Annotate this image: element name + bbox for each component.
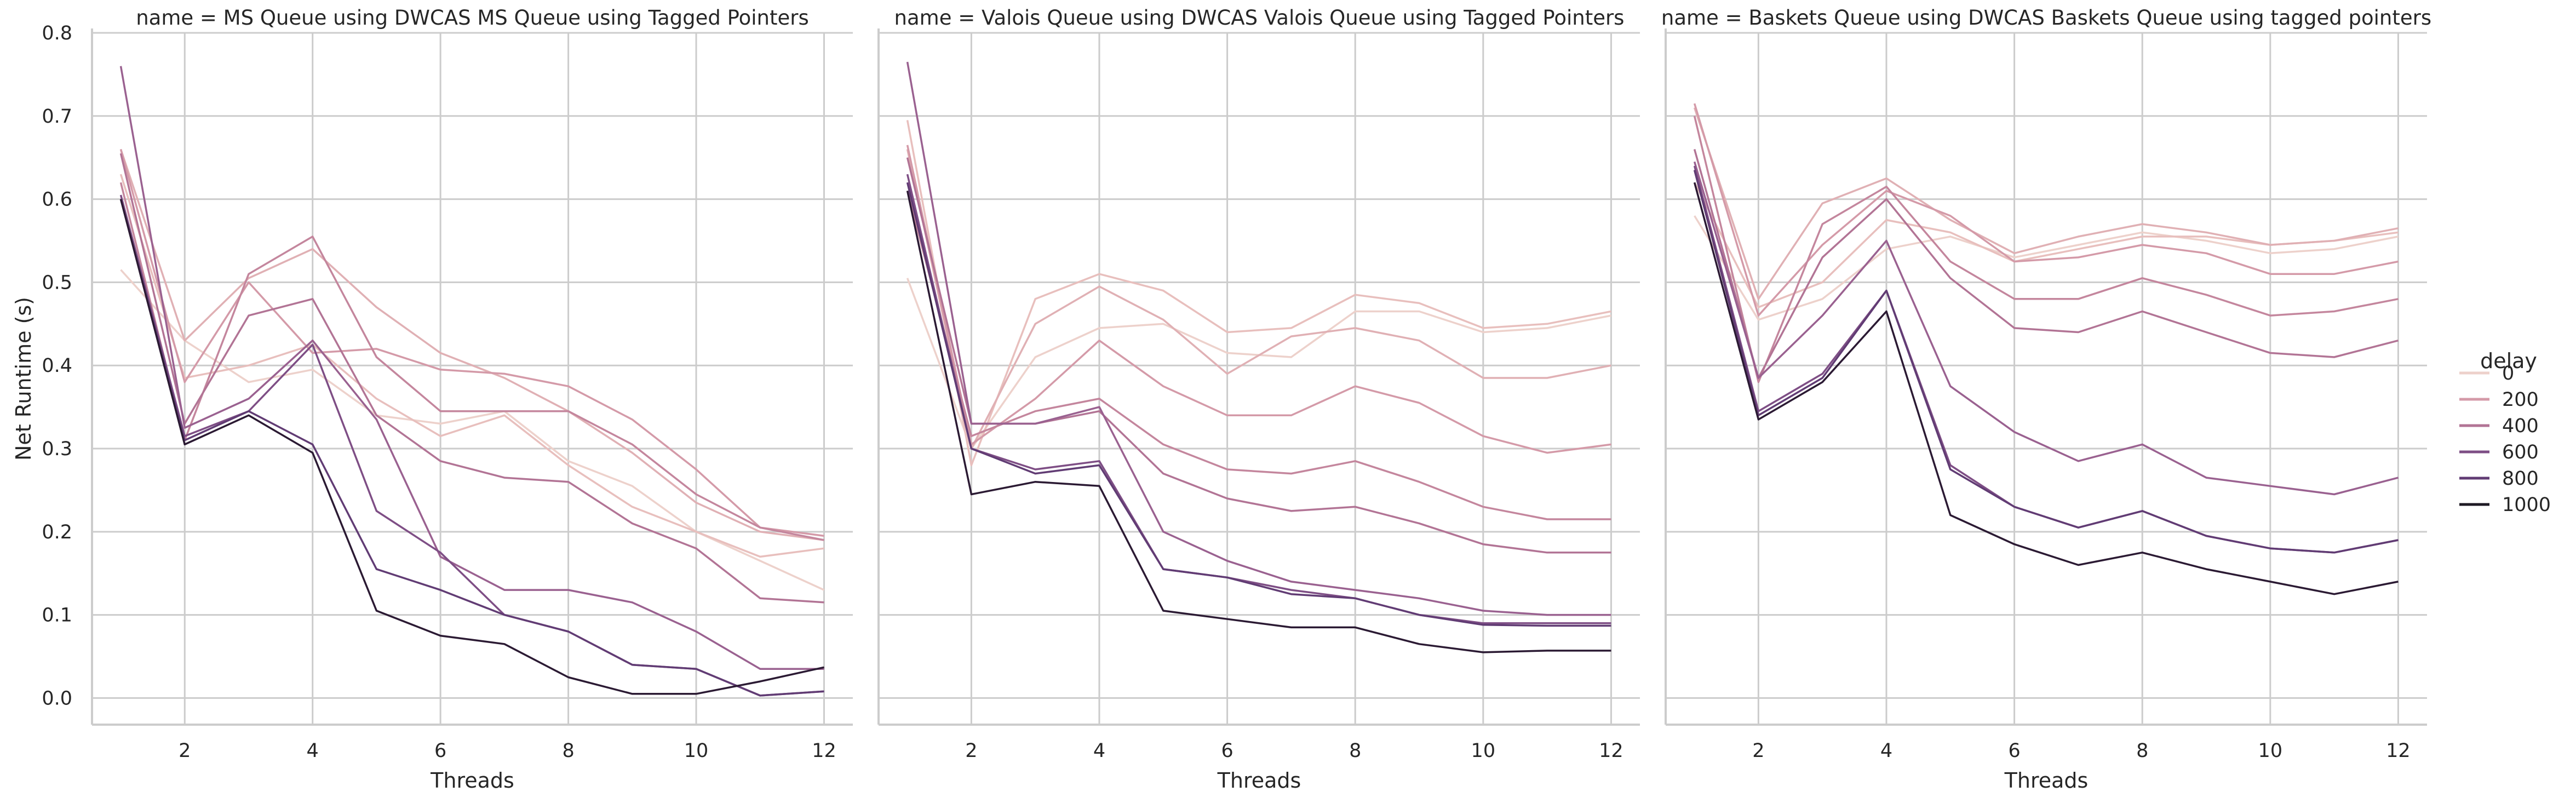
series-line — [1693, 107, 2399, 300]
x-tick-label: 4 — [1093, 740, 1105, 762]
series-line — [1693, 149, 2399, 379]
series-line — [119, 66, 824, 670]
series-line — [906, 182, 1611, 627]
series-line — [119, 199, 824, 697]
x-tick-label: 4 — [307, 740, 319, 762]
x-tick-label: 10 — [684, 740, 709, 762]
legend-label: 1000 — [2502, 494, 2551, 516]
series-line — [1693, 182, 2399, 595]
y-tick-label: 0.1 — [42, 605, 72, 627]
legend-label: 0 — [2502, 363, 2514, 385]
x-tick-label: 10 — [2258, 740, 2283, 762]
series-line — [906, 120, 1611, 467]
legend-label: 200 — [2502, 389, 2539, 411]
series-line — [1693, 161, 2399, 496]
panel-2: 2 4 6 8 10 12 name = Valois Queue using DWCAS … — [877, 6, 1640, 793]
series-line — [119, 182, 824, 541]
series-line — [119, 174, 824, 558]
series-line — [906, 174, 1611, 624]
series-line — [1694, 215, 2399, 321]
y-axis-label: Net Runtime (s) — [12, 297, 36, 461]
y-tick-label: 0.0 — [42, 687, 72, 709]
y-tick-label: 0.7 — [42, 106, 72, 128]
series-line — [1693, 165, 2399, 554]
x-tick-label: 2 — [179, 740, 191, 762]
y-tick-label: 0.5 — [42, 272, 72, 294]
legend-label: 600 — [2502, 441, 2539, 463]
series-line — [1693, 170, 2399, 554]
y-tick-label: 0.2 — [42, 521, 72, 543]
x-tick-label: 2 — [965, 740, 977, 762]
series-line — [119, 149, 824, 537]
x-tick-label: 8 — [1349, 740, 1361, 762]
panel-title: name = Valois Queue using DWCAS Valois Q… — [894, 6, 1625, 30]
y-tick-label: 0.3 — [42, 438, 72, 460]
series-line — [1693, 116, 2399, 383]
series-line — [906, 145, 1611, 454]
x-axis-label: Threads — [2004, 768, 2089, 793]
series-line — [906, 190, 1611, 520]
series-line — [119, 194, 824, 697]
panel-1: 2 4 6 8 10 12 0.0 0.1 0.2 0.3 0.4 0.5 0.6 0.7 0.8 name … — [12, 6, 853, 793]
series-line — [119, 153, 824, 604]
x-tick-label: 12 — [812, 740, 836, 762]
legend-title: delay — [2480, 349, 2537, 373]
x-tick-label: 2 — [1752, 740, 1764, 762]
x-tick-label: 12 — [2386, 740, 2411, 762]
y-tick-label: 0.8 — [42, 22, 72, 44]
legend-label: 400 — [2502, 415, 2539, 437]
panel-title: name = MS Queue using DWCAS MS Queue usi… — [136, 6, 809, 30]
x-axis-label: Threads — [1217, 768, 1301, 793]
series-line — [906, 149, 1611, 450]
series-line — [119, 148, 824, 541]
y-tick-label: 0.4 — [42, 355, 72, 377]
y-tick-label: 0.6 — [42, 189, 72, 211]
x-tick-label: 10 — [1471, 740, 1496, 762]
x-tick-label: 6 — [434, 740, 446, 762]
x-tick-label: 4 — [1880, 740, 1892, 762]
series-line — [1693, 103, 2399, 317]
x-tick-label: 6 — [1221, 740, 1233, 762]
x-tick-label: 12 — [1599, 740, 1623, 762]
x-tick-label: 8 — [562, 740, 574, 762]
panel-3: 2 4 6 8 10 12 name = Baskets Queue using DWCAS… — [1661, 6, 2431, 793]
legend-label: 800 — [2502, 468, 2539, 490]
panel-title: name = Baskets Queue using DWCAS Baskets… — [1661, 6, 2431, 30]
x-tick-label: 8 — [2136, 740, 2148, 762]
x-axis-label: Threads — [430, 768, 514, 793]
series-line — [906, 61, 1611, 616]
series-line — [906, 191, 1611, 653]
series-line — [119, 199, 824, 695]
x-tick-label: 6 — [2008, 740, 2020, 762]
